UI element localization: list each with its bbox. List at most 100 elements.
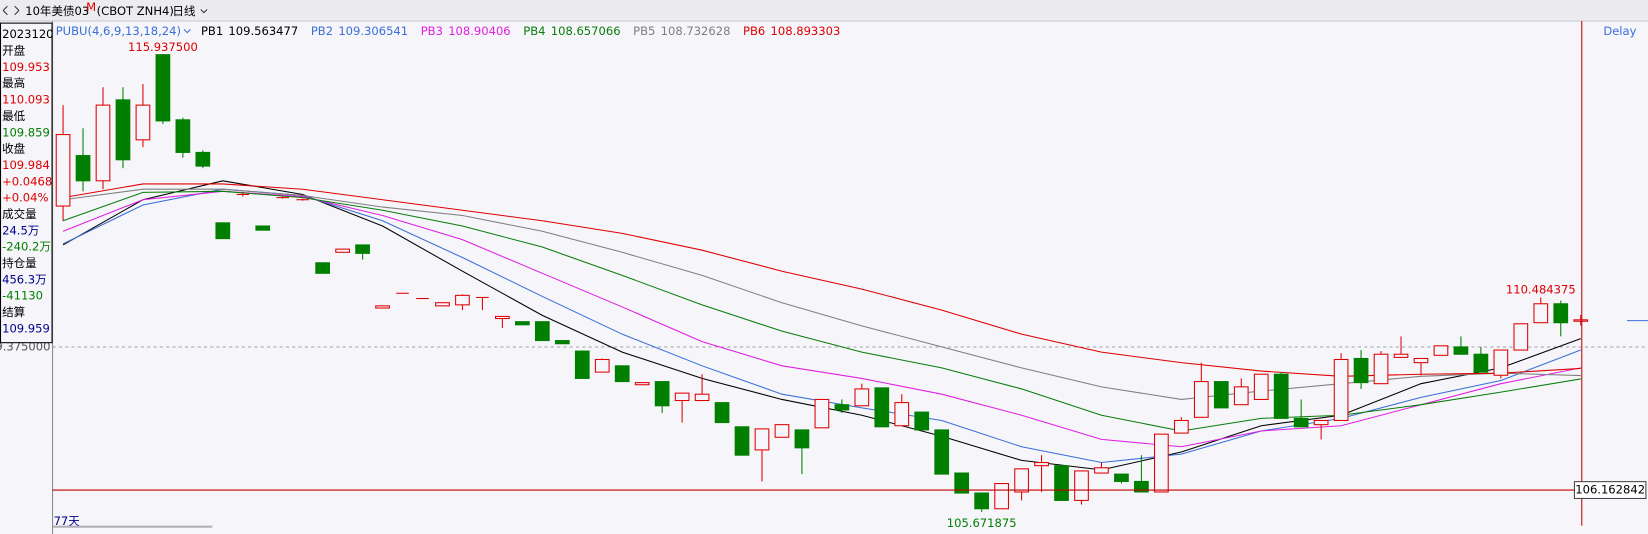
candle-body	[1373, 353, 1389, 385]
candle-body	[1273, 373, 1289, 419]
candle-body	[514, 321, 530, 326]
candle-body	[1413, 357, 1429, 364]
crosshair-label: 106.162842	[1575, 483, 1645, 497]
candle-body	[1333, 358, 1349, 421]
info-entry: 最高	[2, 76, 25, 90]
candle-body	[894, 402, 910, 427]
candle-body	[594, 358, 610, 373]
candle-body	[674, 392, 690, 402]
candle-body	[75, 155, 91, 182]
candle-body	[714, 402, 730, 424]
candle-body	[554, 340, 570, 345]
candle-body	[694, 393, 710, 402]
candle-body	[135, 104, 151, 141]
info-entry: 收盘	[2, 142, 26, 156]
candle-body	[1253, 373, 1269, 400]
title-mark: M	[86, 0, 96, 14]
candle-body	[954, 472, 970, 494]
info-entry: 开盘	[2, 44, 26, 58]
delay-label: Delay	[1603, 24, 1636, 38]
candle-body	[1094, 467, 1109, 474]
indicator-line	[62, 188, 1581, 400]
candle-body	[1313, 419, 1329, 426]
candle-body	[55, 134, 71, 207]
bar-count: 77天	[54, 514, 81, 528]
candle-body	[255, 225, 271, 231]
candle-body	[1353, 357, 1369, 384]
candle-body	[1453, 346, 1469, 355]
legend-value: 108.732628	[661, 24, 731, 38]
info-entry: -240.2万	[2, 240, 51, 254]
candle-body	[1493, 349, 1509, 376]
candle-body	[1233, 386, 1249, 406]
candle-body	[115, 99, 131, 161]
candle-body	[1473, 353, 1489, 373]
candle-body	[634, 382, 650, 386]
candle-body	[874, 387, 890, 428]
candle-body	[1293, 417, 1309, 428]
symbol-code: (CBOT ZNH4)	[97, 4, 174, 18]
candle-body	[1513, 323, 1529, 351]
crosshair-label-box	[1573, 481, 1647, 499]
candle-body	[335, 248, 350, 253]
price-annotation: 115.937500	[128, 40, 198, 54]
legend-name: PB1	[201, 24, 223, 38]
candle-body	[654, 381, 670, 407]
candle-body	[1054, 465, 1069, 501]
candle-body	[914, 411, 930, 431]
candle-body	[834, 404, 850, 411]
info-entry: 20231201	[2, 27, 61, 41]
price-annotation: 110.484375	[1506, 283, 1576, 297]
top-bar	[0, 0, 1648, 22]
legend-name: PB2	[311, 24, 333, 38]
candle-body	[1533, 303, 1549, 324]
candle-body	[1193, 381, 1209, 418]
candle-body	[495, 315, 510, 320]
candle-body	[155, 54, 171, 122]
indicator-caret[interactable]	[183, 29, 191, 34]
info-entry: +0.04%	[2, 191, 48, 205]
legend-value: 109.563477	[228, 24, 298, 38]
candle-body	[754, 428, 770, 451]
period-caret[interactable]	[200, 9, 208, 14]
info-entry: 持仓量	[2, 256, 37, 270]
info-panel: 20231201 开盘 109.953 最高 110.093 最低 109.859 收盘 109…	[0, 22, 61, 344]
legend-name: PB4	[523, 24, 545, 38]
app-icon	[2, 5, 20, 16]
price-annotation: 105.671875	[947, 516, 1017, 530]
candle-body	[1573, 319, 1589, 322]
info-entry: 456.3万	[2, 272, 47, 286]
candle-body	[734, 426, 750, 456]
candle-body	[1134, 480, 1149, 493]
candle-body	[315, 262, 331, 274]
info-entry: 24.5万	[2, 223, 39, 237]
candle-body	[1034, 461, 1049, 467]
period[interactable]: 日线	[172, 4, 196, 18]
legend-name: PB3	[421, 24, 443, 38]
candle-body	[215, 222, 231, 240]
candle-body	[195, 151, 211, 167]
indicator-line	[62, 183, 1581, 377]
info-entry: 最低	[2, 109, 26, 123]
candle-body	[1173, 419, 1189, 434]
candle-body	[1433, 345, 1449, 356]
candle-body	[1393, 353, 1409, 358]
candle-body	[1553, 303, 1569, 324]
legend-value: 108.90406	[448, 24, 510, 38]
candle-body	[794, 429, 810, 449]
candle-body	[455, 294, 470, 306]
info-entry: 成交量	[2, 207, 37, 221]
candle-body	[574, 350, 590, 379]
candle-body	[774, 424, 790, 438]
candle-body	[1114, 473, 1129, 482]
info-entry: +0.0468	[2, 174, 52, 188]
info-entry: 109.959	[2, 321, 50, 335]
candle-body	[974, 492, 990, 510]
info-entry: 109.984	[2, 158, 50, 172]
info-entry: 110.093	[2, 93, 50, 107]
candle-body	[534, 321, 550, 342]
candle-body	[435, 302, 450, 307]
